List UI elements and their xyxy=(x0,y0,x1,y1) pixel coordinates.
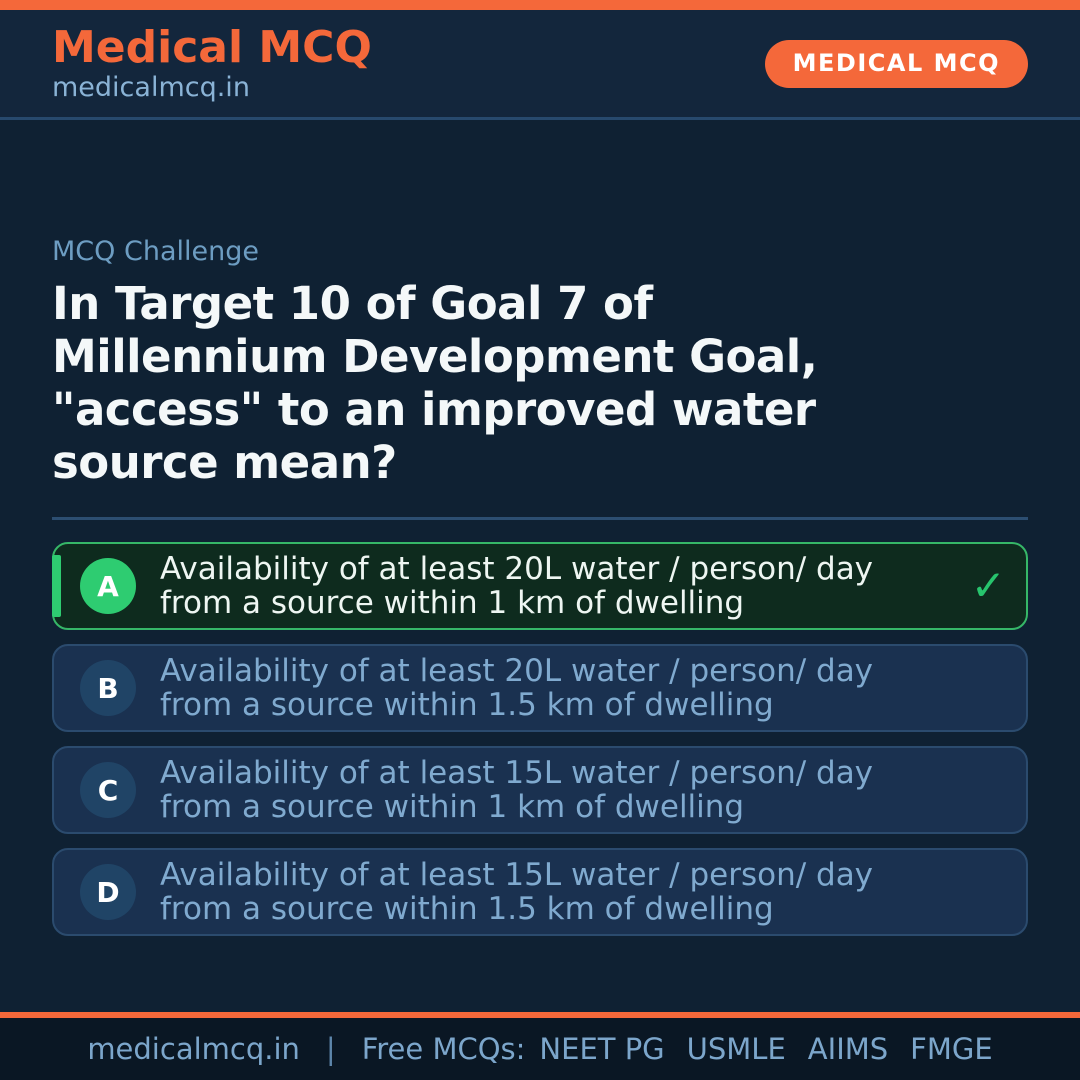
footer-exam: AIIMS xyxy=(807,1032,889,1066)
brand-title: Medical MCQ xyxy=(52,21,372,73)
question-title: In Target 10 of Goal 7 of Millennium Dev… xyxy=(52,277,1028,489)
footer-bar: medicalmcq.in | Free MCQs: NEET PG USMLE… xyxy=(0,1018,1080,1080)
question-line: In Target 10 of Goal 7 of xyxy=(52,277,653,330)
top-accent-bar xyxy=(0,0,1080,10)
footer-exam: USMLE xyxy=(686,1032,786,1066)
option-text-line: from a source within 1 km of dwelling xyxy=(160,789,745,826)
option-text-line: Availability of at least 20L water / per… xyxy=(160,551,874,588)
option-c[interactable]: C Availability of at least 15L water / p… xyxy=(52,746,1028,835)
question-divider xyxy=(52,517,1028,521)
question-line: Millennium Development Goal, xyxy=(52,330,818,384)
brand-block: Medical MCQ medicalmcq.in xyxy=(52,24,372,104)
option-text-line: Availability of at least 15L water / per… xyxy=(160,857,874,894)
option-b-letter-badge: B xyxy=(80,660,136,717)
option-text-line: Availability of at least 20L water / per… xyxy=(160,653,874,690)
option-a-text: Availability of at least 20L water / per… xyxy=(160,552,873,620)
correct-check-icon: ✓ xyxy=(970,561,1006,611)
footer-exam: NEET PG xyxy=(539,1032,665,1066)
option-d-letter-badge: D xyxy=(80,864,136,921)
brand-badge: MEDICAL MCQ xyxy=(764,39,1028,88)
footer-exam: FMGE xyxy=(910,1032,993,1066)
option-c-text: Availability of at least 15L water / per… xyxy=(160,756,873,824)
option-text-line: from a source within 1.5 km of dwelling xyxy=(160,891,774,928)
option-c-letter-badge: C xyxy=(80,762,136,819)
header: Medical MCQ medicalmcq.in MEDICAL MCQ xyxy=(0,10,1080,120)
option-b[interactable]: B Availability of at least 20L water / p… xyxy=(52,644,1028,733)
footer-site: medicalmcq.in xyxy=(87,1032,300,1066)
option-a-letter-badge: A xyxy=(80,558,136,615)
question-eyebrow: MCQ Challenge xyxy=(52,236,259,267)
footer: medicalmcq.in | Free MCQs: NEET PG USMLE… xyxy=(0,1012,1080,1080)
footer-free-label: Free MCQs: xyxy=(361,1032,526,1066)
footer-separator: | xyxy=(325,1032,336,1066)
option-a[interactable]: A Availability of at least 20L water / p… xyxy=(52,542,1028,631)
options-list: A Availability of at least 20L water / p… xyxy=(52,542,1028,937)
option-text-line: from a source within 1.5 km of dwelling xyxy=(160,687,774,724)
option-d[interactable]: D Availability of at least 15L water / p… xyxy=(52,848,1028,937)
correct-accent-bar xyxy=(52,555,61,618)
option-b-text: Availability of at least 20L water / per… xyxy=(160,654,873,722)
footer-accent-line xyxy=(0,1012,1080,1018)
question-line: source mean? xyxy=(52,436,397,490)
option-text-line: from a source within 1 km of dwelling xyxy=(160,585,745,622)
question-line: "access" to an improved water xyxy=(52,383,816,437)
main-content: MCQ Challenge In Target 10 of Goal 7 of … xyxy=(0,236,1080,937)
brand-subtitle: medicalmcq.in xyxy=(52,72,250,104)
option-d-text: Availability of at least 15L water / per… xyxy=(160,858,873,926)
option-text-line: Availability of at least 15L water / per… xyxy=(160,755,874,792)
